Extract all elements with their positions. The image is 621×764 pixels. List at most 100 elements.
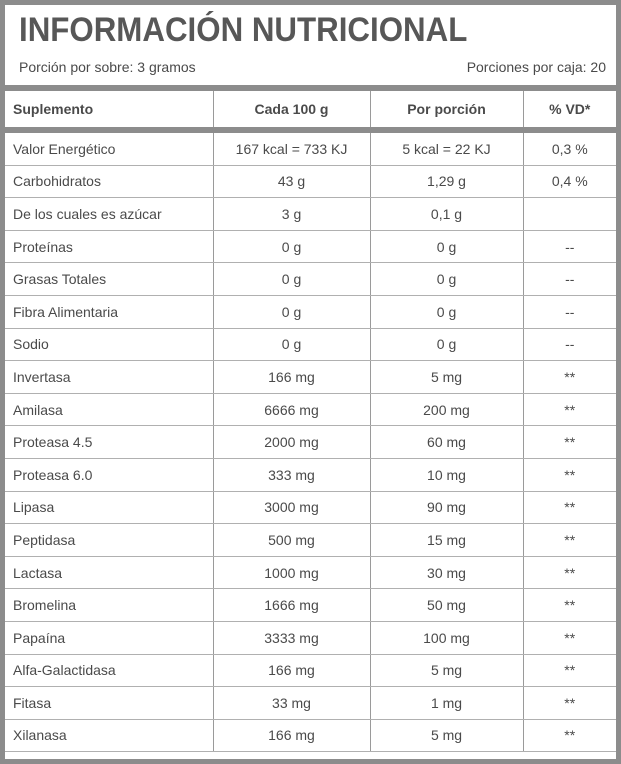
table-cell: Fibra Alimentaria	[5, 295, 213, 329]
table-row: Xilanasa 166 mg 5 mg **	[5, 719, 616, 753]
table-cell: 0,3 %	[522, 130, 616, 166]
table-cell: 0 g	[369, 230, 523, 264]
table-cell: 0 g	[369, 262, 523, 296]
table-cell: 0 g	[212, 262, 370, 296]
table-cell: 5 mg	[369, 360, 523, 394]
table-cell: Proteasa 4.5	[5, 425, 213, 459]
table-row: Lipasa 3000 mg 90 mg **	[5, 491, 616, 525]
table-cell: 1,29 g	[369, 165, 523, 199]
table-cell: 167 kcal = 733 KJ	[212, 130, 370, 166]
table-cell: 6666 mg	[212, 393, 370, 427]
table-cell: 15 mg	[369, 523, 523, 557]
table-cell: Proteasa 6.0	[5, 458, 213, 492]
table-cell: 2000 mg	[212, 425, 370, 459]
header-row: Suplemento Cada 100 g Por porción% VD*	[5, 85, 616, 133]
table-body: Valor Energético 167 kcal = 733 KJ 5 kcal …	[5, 130, 616, 753]
table-cell: 0 g	[369, 295, 523, 329]
table-cell: Proteínas	[5, 230, 213, 264]
table-cell: 0,1 g	[369, 197, 523, 231]
table-row: Carbohidratos 43 g 1,29 g 0,4 %	[5, 165, 616, 199]
table-cell	[522, 197, 616, 231]
table-row: Peptidasa 500 mg 15 mg **	[5, 523, 616, 557]
table-cell: 1666 mg	[212, 588, 370, 622]
table-cell: 10 mg	[369, 458, 523, 492]
table-cell: 30 mg	[369, 556, 523, 590]
table-cell: --	[522, 262, 616, 296]
table-cell: **	[522, 654, 616, 688]
table-cell: **	[522, 523, 616, 557]
table-cell: Grasas Totales	[5, 262, 213, 296]
table-row: De los cuales es azúcar 3 g 0,1 g	[5, 197, 616, 231]
table-cell: 90 mg	[369, 491, 523, 525]
table-cell: 1 mg	[369, 686, 523, 720]
table-cell: Valor Energético	[5, 130, 213, 166]
table-cell: **	[522, 556, 616, 590]
table-cell: --	[522, 230, 616, 264]
table-cell: **	[522, 491, 616, 525]
table-cell: 0 g	[212, 328, 370, 362]
table-cell: **	[522, 393, 616, 427]
column-header: Por porción	[369, 85, 523, 133]
table-cell: 60 mg	[369, 425, 523, 459]
serving-size: Porción por sobre: 3 gramos	[19, 59, 196, 75]
table-cell: **	[522, 621, 616, 655]
table-row: Invertasa 166 mg 5 mg **	[5, 360, 616, 394]
table-cell: --	[522, 328, 616, 362]
table-cell: 1000 mg	[212, 556, 370, 590]
table-cell: 3000 mg	[212, 491, 370, 525]
table-cell: 333 mg	[212, 458, 370, 492]
table-cell: 3333 mg	[212, 621, 370, 655]
table-row: Proteasa 6.0 333 mg 10 mg **	[5, 458, 616, 492]
table-cell: Amilasa	[5, 393, 213, 427]
table-cell: 3 g	[212, 197, 370, 231]
table-row: Fitasa 33 mg 1 mg **	[5, 686, 616, 720]
table-row: Valor Energético 167 kcal = 733 KJ 5 kcal …	[5, 130, 616, 166]
table-cell: **	[522, 360, 616, 394]
table-row: Lactasa 1000 mg 30 mg **	[5, 556, 616, 590]
servings-per-box: Porciones por caja: 20	[466, 59, 606, 75]
table-cell: **	[522, 425, 616, 459]
table-cell: Lactasa	[5, 556, 213, 590]
table-cell: 166 mg	[212, 654, 370, 688]
table-cell: **	[522, 458, 616, 492]
title: INFORMACIÓN NUTRICIONAL	[19, 11, 468, 49]
table-cell: Invertasa	[5, 360, 213, 394]
table-cell: --	[522, 295, 616, 329]
table-cell: 33 mg	[212, 686, 370, 720]
table-cell: **	[522, 588, 616, 622]
table-cell: Alfa-Galactidasa	[5, 654, 213, 688]
table-cell: Carbohidratos	[5, 165, 213, 199]
table-row: Amilasa 6666 mg 200 mg **	[5, 393, 616, 427]
table-cell: De los cuales es azúcar	[5, 197, 213, 231]
table-row: Proteasa 4.5 2000 mg 60 mg **	[5, 425, 616, 459]
table-cell: 5 kcal = 22 KJ	[369, 130, 523, 166]
table-cell: 0,4 %	[522, 165, 616, 199]
table-cell: 5 mg	[369, 719, 523, 753]
table-row: Bromelina 1666 mg 50 mg **	[5, 588, 616, 622]
table-cell: Fitasa	[5, 686, 213, 720]
table-cell: 0 g	[212, 295, 370, 329]
table-cell: Bromelina	[5, 588, 213, 622]
table-cell: 0 g	[369, 328, 523, 362]
table-cell: 0 g	[212, 230, 370, 264]
table-cell: 500 mg	[212, 523, 370, 557]
table-cell: 50 mg	[369, 588, 523, 622]
table-cell: Papaína	[5, 621, 213, 655]
table-cell: 5 mg	[369, 654, 523, 688]
table-cell: **	[522, 686, 616, 720]
table-cell: Lipasa	[5, 491, 213, 525]
table-cell: **	[522, 719, 616, 753]
table-cell: Peptidasa	[5, 523, 213, 557]
table-cell: 166 mg	[212, 719, 370, 753]
column-header: % VD*	[522, 85, 616, 133]
nutrition-table: Suplemento Cada 100 g Por porción% VD* Val…	[5, 85, 616, 753]
table-cell: 166 mg	[212, 360, 370, 394]
table-cell: 200 mg	[369, 393, 523, 427]
table-cell: 43 g	[212, 165, 370, 199]
column-header: Cada 100 g	[212, 85, 370, 133]
